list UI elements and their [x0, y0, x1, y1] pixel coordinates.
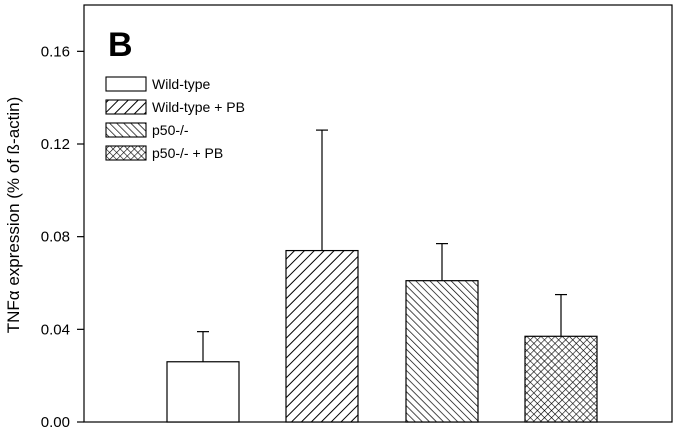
panel-label: B — [108, 26, 133, 64]
y-tick-label: 0.08 — [41, 229, 70, 246]
bar — [405, 280, 479, 423]
legend-label: Wild-type — [152, 76, 211, 92]
y-tick-label: 0.04 — [41, 321, 70, 338]
y-tick-label: 0.12 — [41, 136, 70, 153]
legend-swatch — [105, 122, 147, 138]
legend-label: p50-/- — [152, 122, 189, 138]
bar — [166, 361, 240, 423]
y-tick-label: 0.16 — [41, 43, 70, 60]
legend-swatch — [105, 76, 147, 92]
bar — [524, 335, 598, 423]
y-axis-label: TNFα expression (% of ß-actin) — [4, 97, 23, 334]
legend-label: Wild-type + PB — [152, 99, 245, 115]
legend-label: p50-/- + PB — [152, 145, 223, 161]
legend-swatch — [105, 145, 147, 161]
bar — [285, 249, 359, 423]
legend-swatch — [105, 99, 147, 115]
plot-frame — [83, 4, 673, 423]
y-tick-label: 0.00 — [41, 414, 70, 431]
